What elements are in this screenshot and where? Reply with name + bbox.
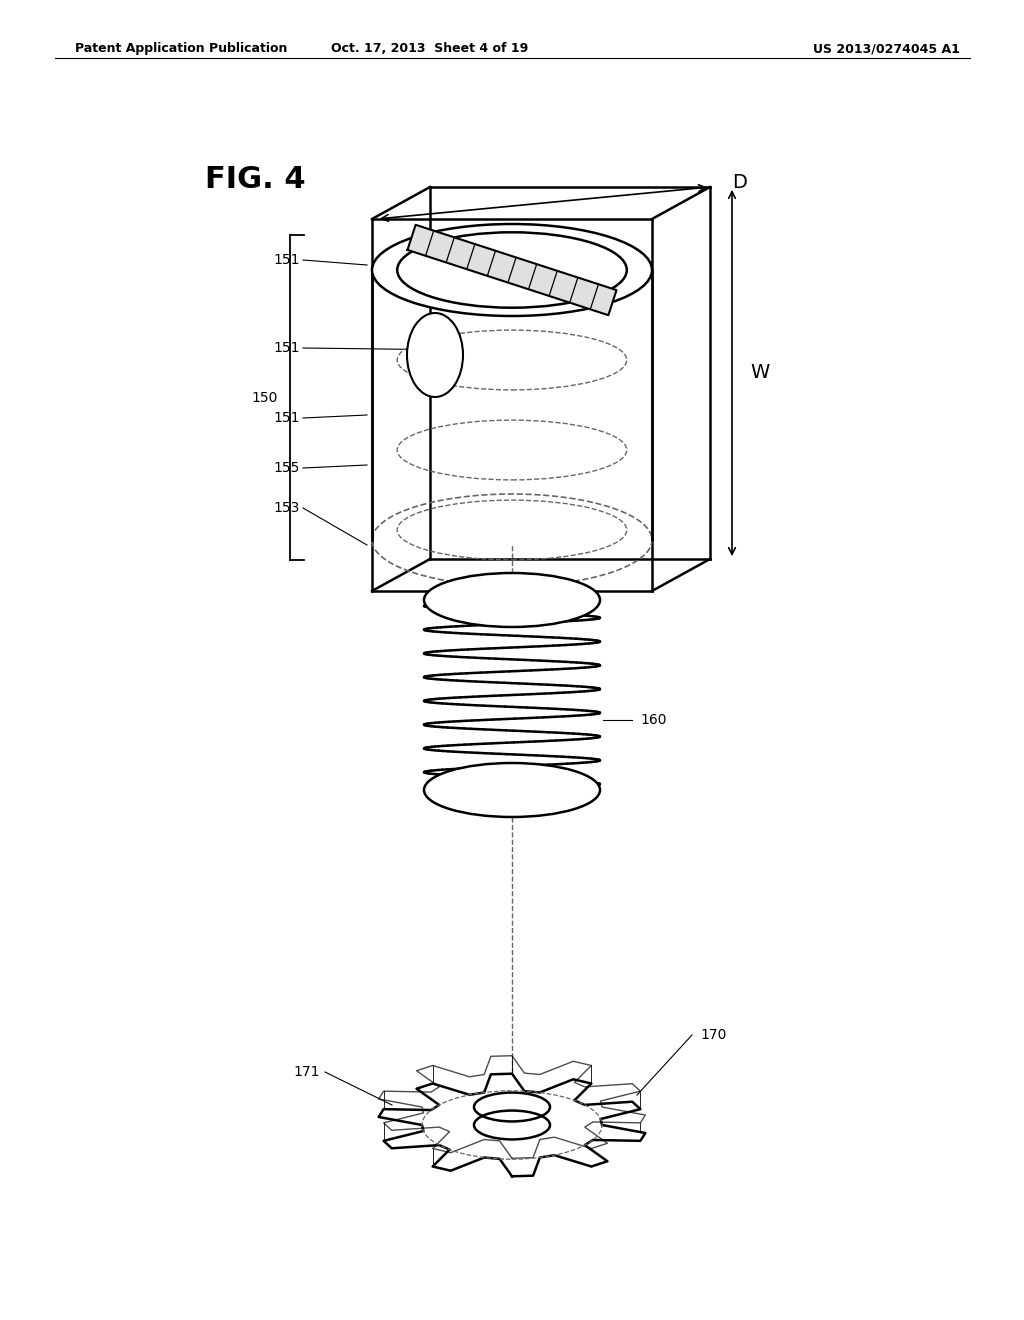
Text: 151: 151 bbox=[273, 341, 300, 355]
Text: 170: 170 bbox=[700, 1028, 726, 1041]
Text: 151: 151 bbox=[273, 253, 300, 267]
Text: 155: 155 bbox=[273, 461, 300, 475]
Polygon shape bbox=[379, 1073, 645, 1176]
Text: 151: 151 bbox=[273, 411, 300, 425]
Text: 171: 171 bbox=[294, 1065, 319, 1078]
Text: US 2013/0274045 A1: US 2013/0274045 A1 bbox=[813, 42, 961, 55]
Ellipse shape bbox=[424, 763, 600, 817]
Text: 153: 153 bbox=[273, 502, 300, 515]
Ellipse shape bbox=[474, 1093, 550, 1122]
Text: 160: 160 bbox=[640, 713, 667, 727]
Ellipse shape bbox=[397, 232, 627, 308]
Text: Patent Application Publication: Patent Application Publication bbox=[75, 42, 288, 55]
Text: D: D bbox=[732, 173, 746, 191]
Text: Oct. 17, 2013  Sheet 4 of 19: Oct. 17, 2013 Sheet 4 of 19 bbox=[332, 42, 528, 55]
Polygon shape bbox=[408, 224, 616, 315]
Ellipse shape bbox=[474, 1110, 550, 1139]
Text: W: W bbox=[750, 363, 769, 383]
Text: 150: 150 bbox=[252, 391, 278, 404]
Text: FIG. 4: FIG. 4 bbox=[205, 165, 305, 194]
Ellipse shape bbox=[424, 573, 600, 627]
Ellipse shape bbox=[372, 224, 652, 315]
Ellipse shape bbox=[407, 313, 463, 397]
